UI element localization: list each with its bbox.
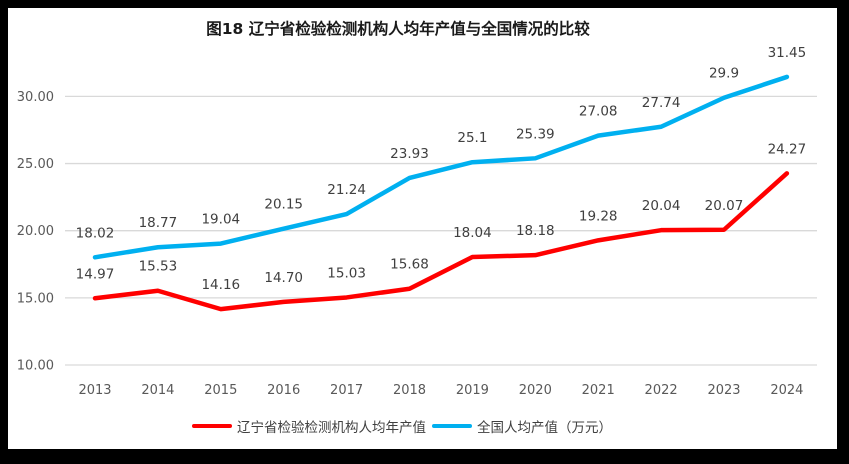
- data-label-series1: 27.08: [579, 104, 618, 120]
- data-label-series0: 18.04: [453, 225, 492, 241]
- series-line-0: [92, 171, 790, 312]
- y-tick-label: 30.00: [17, 90, 54, 105]
- x-tick-label: 2024: [770, 383, 803, 398]
- data-label-series0: 15.68: [390, 257, 429, 273]
- legend-swatch-liaoning-line: [192, 423, 232, 429]
- data-label-series1: 31.45: [768, 45, 807, 61]
- data-label-series0: 15.03: [327, 265, 366, 281]
- data-label-series1: 18.02: [76, 225, 115, 241]
- data-label-series1: 25.1: [457, 130, 487, 146]
- x-tick-label: 2020: [519, 383, 552, 398]
- x-tick-label: 2015: [204, 383, 237, 398]
- data-label-series0: 15.53: [139, 259, 178, 275]
- data-label-series0: 14.97: [76, 266, 115, 282]
- y-tick-label: 10.00: [17, 359, 54, 374]
- data-label-series1: 18.77: [139, 215, 178, 231]
- data-label-series1: 29.9: [709, 66, 739, 82]
- y-tick-label: 15.00: [17, 291, 54, 306]
- y-tick-label: 20.00: [17, 224, 54, 239]
- x-tick-label: 2016: [267, 383, 300, 398]
- data-label-series1: 20.15: [264, 197, 303, 213]
- chart-frame: 图18 辽宁省检验检测机构人均年产值与全国情况的比较 10.00 15.00 20.…: [8, 8, 837, 449]
- data-label-series1: 19.04: [201, 212, 240, 228]
- data-label-series0: 24.27: [768, 141, 807, 157]
- data-label-series0: 20.04: [642, 198, 681, 214]
- x-tick-label: 2013: [78, 383, 111, 398]
- chart-title: 图18 辽宁省检验检测机构人均年产值与全国情况的比较: [206, 20, 590, 38]
- legend-swatch-national-line: [432, 423, 472, 429]
- x-tick-label: 2018: [393, 383, 426, 398]
- data-label-series1: 23.93: [390, 146, 429, 162]
- data-label-series1: 25.39: [516, 126, 555, 142]
- data-label-series0: 18.18: [516, 223, 555, 239]
- x-tick-label: 2022: [645, 383, 678, 398]
- line-chart: 10.00 15.00 20.00 25.00 30.00 2013 2014 2015 201…: [17, 45, 817, 398]
- x-tick-label: 2023: [707, 383, 740, 398]
- data-label-series0: 14.70: [264, 270, 303, 286]
- x-tick-label: 2019: [456, 383, 489, 398]
- data-label-series0: 19.28: [579, 208, 618, 224]
- data-label-series1: 21.24: [327, 182, 366, 198]
- y-tick-label: 25.00: [17, 157, 54, 172]
- series-line-1: [92, 74, 790, 260]
- x-tick-label: 2014: [141, 383, 174, 398]
- legend-item-liaoning: 辽宁省检验检测机构人均年产值: [192, 416, 426, 436]
- data-label-series0: 20.07: [705, 198, 744, 214]
- chart-legend: 辽宁省检验检测机构人均年产值 全国人均产值（万元）: [192, 416, 612, 436]
- x-tick-label: 2021: [582, 383, 615, 398]
- legend-label-national: 全国人均产值（万元）: [477, 420, 612, 436]
- x-tick-label: 2017: [330, 383, 363, 398]
- legend-label-liaoning: 辽宁省检验检测机构人均年产值: [237, 420, 426, 436]
- legend-item-national: 全国人均产值（万元）: [432, 416, 612, 436]
- data-label-series1: 27.74: [642, 95, 681, 111]
- data-label-series0: 14.16: [201, 277, 240, 293]
